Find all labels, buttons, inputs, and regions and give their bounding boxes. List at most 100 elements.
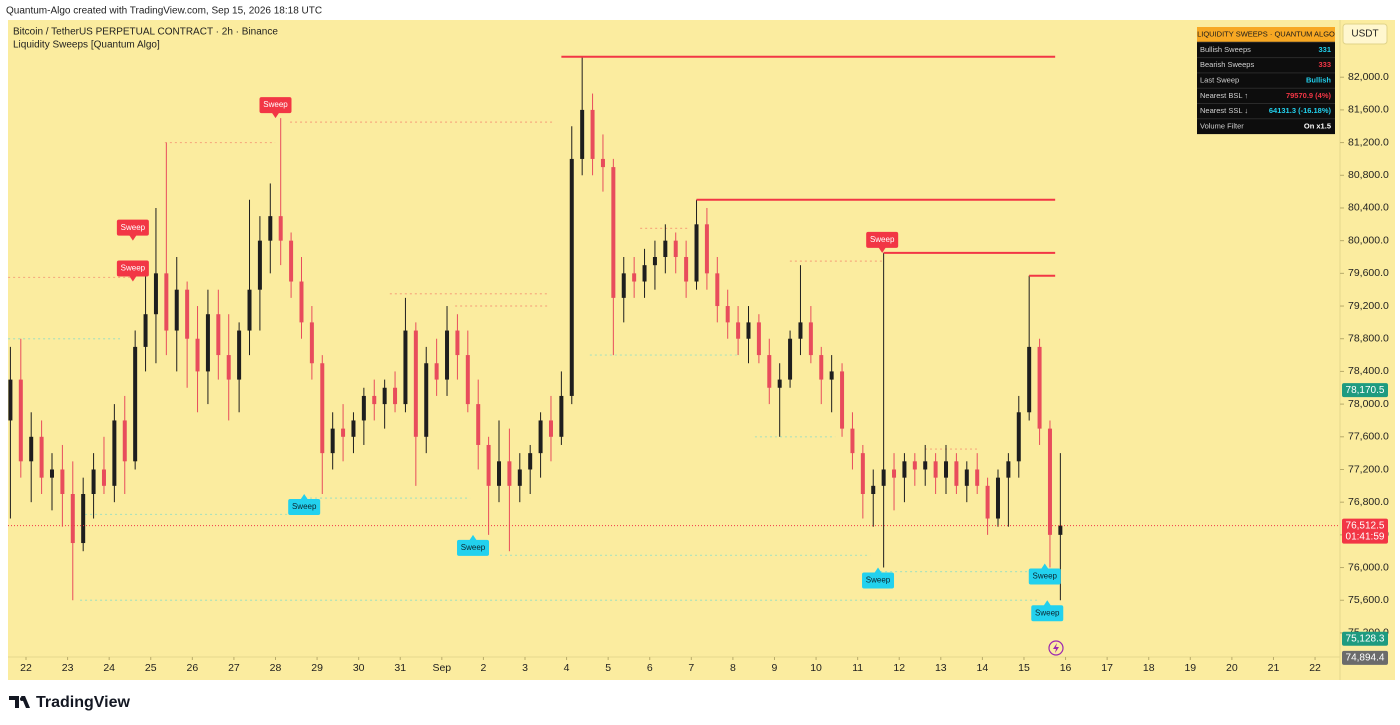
candle-body	[185, 289, 190, 339]
y-tick-label: 79,200.0	[1348, 300, 1389, 312]
x-tick-label: 2	[480, 662, 486, 674]
price-label-box	[1342, 383, 1388, 398]
y-tick-label: 76,000.0	[1348, 561, 1389, 573]
candle-body	[351, 420, 356, 437]
candle-body	[361, 395, 366, 421]
sweep-label-box	[1028, 568, 1061, 585]
y-tick-label: 78,000.0	[1348, 398, 1389, 410]
x-tick-label: 12	[893, 662, 905, 674]
candle-body	[808, 322, 813, 356]
candle-body	[247, 289, 252, 331]
sweep-pointer	[874, 567, 883, 574]
candle-body	[413, 330, 418, 437]
candle-body	[476, 404, 481, 445]
sweep-label-box	[862, 572, 895, 589]
sweep-label-box	[288, 499, 321, 516]
logo-dot	[20, 697, 24, 701]
candle-body	[8, 379, 13, 421]
panel-row-label: Last Sweep	[1200, 76, 1239, 85]
candle-body	[902, 461, 907, 478]
candle-body	[278, 216, 283, 241]
panel-row-value: On x1.5	[1304, 121, 1331, 130]
candle-body	[892, 469, 897, 478]
sweep-label: Sweep	[870, 235, 895, 244]
candle-body	[309, 322, 314, 364]
candle-body	[434, 363, 439, 380]
candle-body	[257, 240, 262, 290]
candle-body	[933, 461, 938, 478]
x-tick-label: 16	[1060, 662, 1072, 674]
sweep-pointer	[1043, 600, 1052, 607]
currency[interactable]: USDT	[1351, 29, 1378, 40]
sweep-label-box	[116, 260, 149, 277]
y-tick-label: 82,000.0	[1348, 71, 1389, 83]
currency-button[interactable]	[1342, 23, 1388, 45]
candle-body	[840, 371, 845, 429]
sweep-label-box	[259, 97, 292, 114]
candle-body	[122, 420, 127, 462]
price-label: 74,894.4	[1346, 653, 1385, 664]
panel-row-value: 79570.9 (4%)	[1286, 91, 1332, 100]
y-tick-label: 80,800.0	[1348, 169, 1389, 181]
x-tick-label: 14	[977, 662, 989, 674]
x-tick-label: 23	[62, 662, 74, 674]
x-tick-label: 30	[353, 662, 365, 674]
panel-row-value: Bullish	[1306, 76, 1331, 85]
candle-body	[871, 485, 876, 495]
x-tick-label: 13	[935, 662, 947, 674]
panel-title: LIQUIDITY SWEEPS · QUANTUM ALGO	[1197, 30, 1335, 39]
candle-body	[975, 469, 980, 486]
candle-body	[237, 330, 242, 380]
candle-body	[995, 477, 1000, 519]
sweep-label: Sweep	[1035, 608, 1060, 617]
x-tick-label: 21	[1268, 662, 1280, 674]
x-tick-label: 29	[311, 662, 323, 674]
candle-body	[143, 314, 148, 347]
candle-body	[382, 387, 387, 405]
x-tick-label: 24	[103, 662, 115, 674]
candle-body	[642, 265, 647, 282]
candle-body	[164, 273, 169, 331]
candle-body	[153, 273, 158, 315]
candle-body	[91, 469, 96, 495]
x-tick-label: 7	[688, 662, 694, 674]
x-tick-label: 31	[394, 662, 406, 674]
panel-row-value: 64131.3 (-16.18%)	[1269, 106, 1332, 115]
x-tick-label: 6	[647, 662, 653, 674]
sweep-label: Sweep	[121, 264, 146, 273]
candle-body	[486, 444, 491, 486]
candle-body	[923, 461, 928, 470]
candle-body	[850, 428, 855, 454]
candle-body	[590, 109, 595, 159]
x-tick-label: 3	[522, 662, 528, 674]
candle-body	[320, 363, 325, 454]
candle-body	[944, 461, 949, 478]
candle-body	[621, 273, 626, 298]
sweep-pointer	[300, 494, 309, 501]
sweep-label-box	[457, 539, 490, 556]
price-label: 78,170.5	[1346, 385, 1385, 396]
indicator-name: Liquidity Sweeps [Quantum Algo]	[13, 40, 160, 51]
candle-body	[715, 273, 720, 307]
candle-body	[673, 240, 678, 258]
candle-body	[600, 158, 605, 168]
x-tick-label: 20	[1226, 662, 1238, 674]
alert-icon[interactable]	[1048, 640, 1064, 656]
price-label: 75,128.3	[1346, 633, 1385, 644]
sweep-label: Sweep	[461, 543, 486, 552]
candle-body	[559, 395, 564, 437]
candle-body	[538, 420, 543, 454]
chart-title: Bitcoin / TetherUS PERPETUAL CONTRACT · …	[13, 27, 278, 38]
candle-body	[777, 379, 782, 388]
brand-logo	[9, 696, 30, 708]
sweep-pointer	[1040, 563, 1049, 570]
candle-body	[663, 240, 668, 258]
candle-body	[684, 257, 689, 282]
sweep-label: Sweep	[292, 502, 317, 511]
sweep-pointer	[271, 112, 280, 119]
candle-body	[694, 224, 699, 282]
candle-body	[1047, 428, 1052, 535]
x-tick-label: 5	[605, 662, 611, 674]
y-tick-label: 80,400.0	[1348, 202, 1389, 214]
